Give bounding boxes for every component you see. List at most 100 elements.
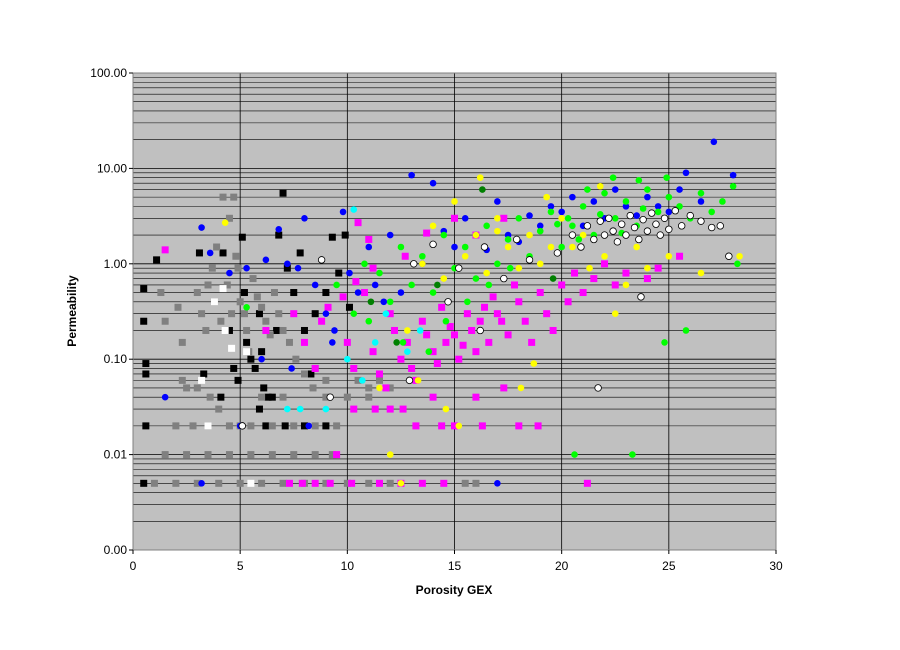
- data-point: [583, 479, 591, 487]
- data-point: [343, 338, 351, 346]
- data-point: [365, 317, 373, 325]
- data-point: [193, 384, 201, 392]
- data-point: [517, 384, 525, 392]
- data-point: [225, 451, 233, 459]
- data-point: [200, 370, 208, 378]
- data-point: [140, 285, 148, 293]
- data-point: [686, 211, 694, 220]
- data-point: [464, 298, 471, 306]
- data-point: [729, 182, 737, 190]
- data-point: [238, 422, 247, 430]
- data-point: [161, 246, 169, 254]
- data-point: [660, 214, 669, 222]
- data-point: [626, 211, 634, 220]
- data-point: [483, 269, 490, 277]
- data-point: [375, 376, 383, 384]
- data-point: [367, 298, 375, 306]
- data-point: [234, 376, 242, 384]
- data-point: [140, 317, 148, 325]
- data-point: [225, 422, 233, 430]
- data-point: [247, 451, 255, 459]
- x-tick-label: 30: [769, 559, 783, 573]
- data-point: [611, 214, 619, 222]
- data-point: [665, 252, 673, 260]
- data-point: [172, 422, 180, 430]
- data-point: [622, 281, 630, 289]
- data-point: [262, 317, 270, 325]
- data-point: [708, 208, 715, 216]
- data-point: [279, 189, 287, 197]
- data-point: [294, 264, 302, 272]
- data-point: [178, 338, 186, 346]
- data-point: [348, 479, 356, 487]
- data-point: [401, 252, 409, 260]
- data-point: [719, 198, 726, 205]
- data-point: [393, 339, 400, 346]
- data-point: [665, 208, 673, 216]
- data-point: [584, 186, 591, 193]
- data-point: [275, 310, 283, 318]
- data-point: [238, 233, 246, 241]
- data-point: [461, 252, 469, 260]
- data-point: [444, 298, 452, 306]
- data-point: [481, 303, 489, 311]
- data-point: [226, 269, 233, 277]
- data-point: [710, 138, 718, 146]
- data-point: [622, 231, 630, 239]
- data-point: [311, 281, 319, 289]
- data-point: [661, 339, 668, 346]
- data-point: [543, 310, 551, 318]
- data-point: [350, 364, 358, 372]
- data-point: [161, 317, 169, 325]
- data-point: [547, 208, 555, 216]
- y-tick-label: 0.00: [104, 543, 128, 557]
- x-tick-label: 5: [237, 559, 244, 573]
- data-point: [594, 384, 602, 392]
- data-point: [268, 393, 276, 401]
- data-point: [386, 310, 394, 318]
- data-point: [525, 256, 534, 264]
- data-point: [268, 422, 276, 430]
- data-point: [434, 281, 441, 289]
- major-gridlines: [133, 72, 776, 551]
- data-point: [558, 243, 565, 251]
- data-point: [676, 186, 683, 193]
- data-point: [442, 405, 450, 413]
- data-point: [605, 214, 613, 222]
- data-point: [635, 177, 643, 184]
- y-axis-title: Permeability: [65, 275, 79, 347]
- data-point: [530, 360, 538, 367]
- data-point: [412, 422, 420, 430]
- data-point: [461, 479, 469, 487]
- data-point: [558, 281, 566, 289]
- data-point: [601, 189, 608, 197]
- data-point: [375, 479, 383, 487]
- data-point: [498, 317, 506, 325]
- data-point: [472, 231, 480, 239]
- data-point: [504, 331, 512, 339]
- data-points: [140, 138, 743, 487]
- data-point: [326, 393, 334, 401]
- data-point: [451, 331, 458, 339]
- data-point: [596, 211, 604, 218]
- data-point: [483, 222, 490, 230]
- data-point: [547, 243, 555, 251]
- data-point: [511, 281, 519, 289]
- data-point: [285, 479, 293, 487]
- data-point: [635, 235, 643, 244]
- data-point: [311, 364, 319, 372]
- data-point: [228, 344, 236, 352]
- data-point: [198, 480, 205, 487]
- data-point: [461, 214, 469, 222]
- data-point: [215, 405, 223, 413]
- data-point: [494, 198, 501, 205]
- data-point: [654, 203, 662, 210]
- data-point: [234, 264, 242, 272]
- data-point: [213, 243, 221, 251]
- data-point: [390, 326, 398, 334]
- data-point: [296, 405, 304, 413]
- data-point: [504, 236, 512, 243]
- data-point: [697, 217, 705, 225]
- data-point: [644, 186, 651, 193]
- data-point: [290, 289, 298, 297]
